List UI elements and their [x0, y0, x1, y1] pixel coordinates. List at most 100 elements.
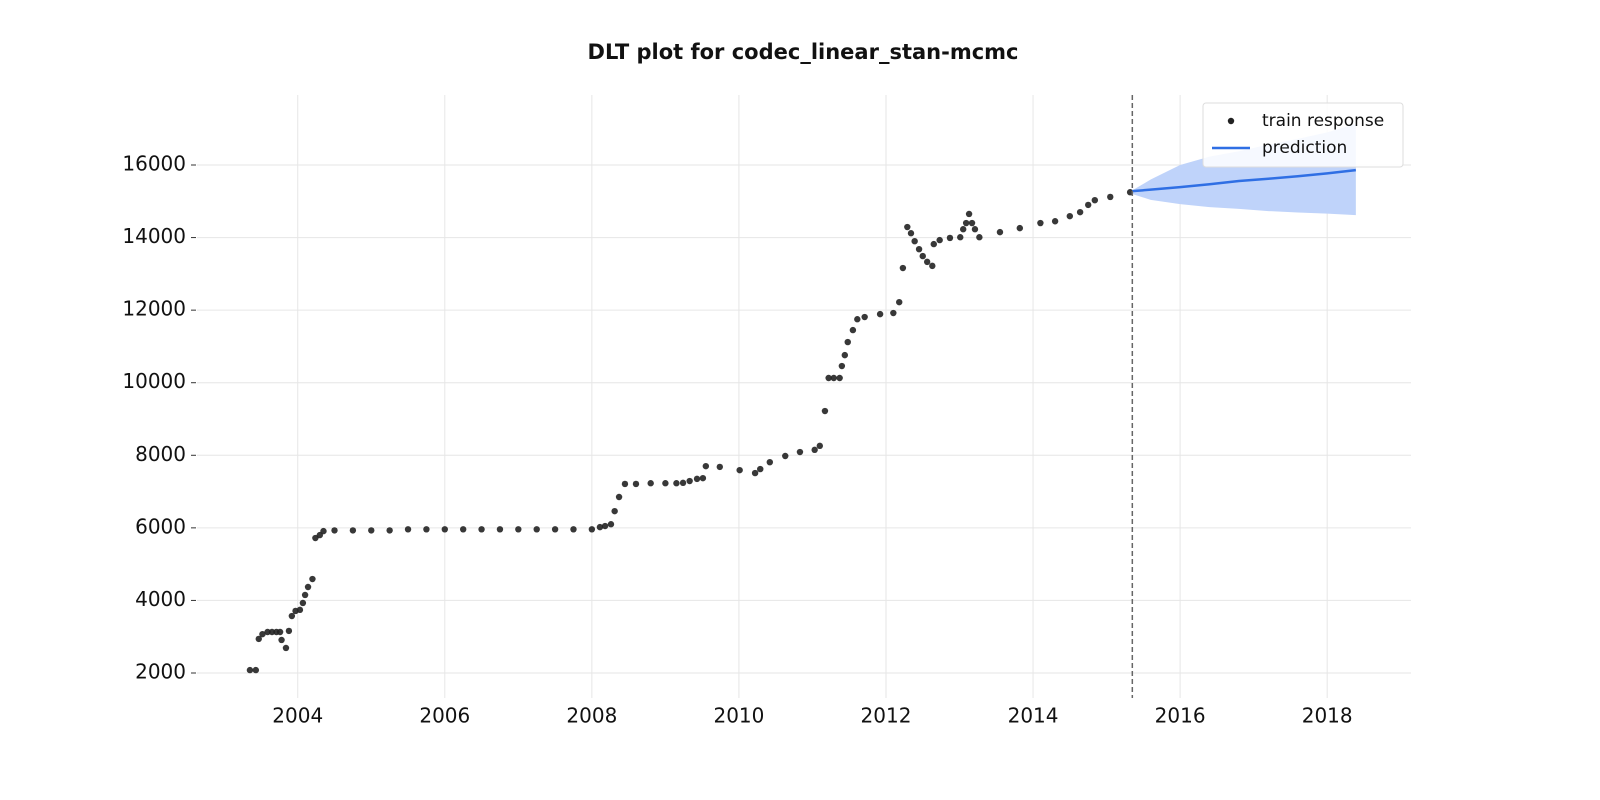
train-point — [996, 228, 1004, 236]
legend-box — [1202, 102, 1404, 168]
train-point — [830, 374, 837, 382]
train-point — [611, 507, 618, 515]
train-point — [930, 240, 937, 248]
train-point — [1084, 201, 1092, 209]
train-point — [276, 628, 284, 636]
train-point — [915, 245, 923, 253]
train-point — [246, 666, 254, 674]
train-point — [976, 234, 983, 241]
train-point — [304, 583, 312, 591]
train-point — [533, 526, 540, 533]
train-point — [751, 469, 759, 477]
train-point — [816, 442, 824, 450]
train-point — [821, 407, 829, 415]
x-tick-label: 2018 — [1302, 704, 1353, 728]
train-point — [838, 362, 846, 370]
train-point — [320, 527, 327, 535]
train-point — [959, 226, 967, 233]
train-point — [551, 526, 559, 533]
train-point — [1107, 193, 1114, 201]
train-point — [288, 612, 296, 620]
train-point — [255, 635, 262, 643]
train-point — [904, 223, 911, 231]
train-point — [496, 526, 504, 533]
train-point — [478, 526, 485, 533]
train-point — [702, 462, 710, 470]
train-point — [252, 666, 260, 674]
train-point — [699, 474, 707, 482]
train-point — [968, 219, 976, 227]
train-point — [259, 630, 266, 638]
train-point — [957, 234, 964, 241]
train-point — [278, 636, 285, 644]
train-point — [825, 374, 832, 382]
x-tick-label: 2014 — [1008, 704, 1059, 728]
y-tick-label: 2000 — [135, 659, 186, 683]
y-tick-label: 10000 — [122, 369, 186, 393]
train-point — [796, 448, 804, 456]
train-point — [929, 262, 936, 270]
y-tick-label: 8000 — [135, 442, 186, 466]
train-point — [849, 326, 857, 334]
train-point — [923, 258, 931, 266]
train-point — [1016, 224, 1024, 232]
x-tick-label: 2004 — [272, 704, 323, 728]
train-point — [1037, 219, 1044, 227]
train-point — [899, 264, 907, 272]
train-point — [890, 309, 897, 317]
train-point — [1076, 208, 1084, 216]
train-point — [404, 526, 412, 533]
train-point — [896, 298, 903, 306]
y-tick-label: 16000 — [122, 151, 186, 175]
train-point — [936, 236, 943, 244]
train-point — [673, 480, 680, 487]
train-point — [349, 527, 357, 534]
y-tick-label: 4000 — [135, 587, 186, 611]
train-point — [515, 526, 522, 533]
train-point — [971, 226, 979, 233]
train-point — [965, 210, 973, 218]
train-point — [716, 463, 724, 471]
train-point — [736, 466, 743, 474]
train-point — [441, 526, 449, 533]
train-point — [309, 575, 316, 583]
train-point — [459, 526, 467, 533]
train-point — [607, 521, 615, 528]
train-point — [268, 628, 276, 636]
train-point — [296, 606, 304, 614]
train-point — [570, 526, 577, 533]
y-tick-label: 14000 — [122, 224, 186, 248]
x-tick-label: 2012 — [861, 704, 912, 728]
train-point — [331, 527, 338, 534]
train-point — [876, 310, 884, 318]
chart-title: DLT plot for codec_linear_stan-mcmc — [588, 40, 1019, 64]
train-point — [601, 522, 609, 530]
train-point — [841, 351, 849, 359]
y-tick-label: 12000 — [122, 297, 186, 321]
legend-marker — [1227, 117, 1235, 125]
train-point — [386, 527, 393, 534]
train-point — [836, 374, 843, 382]
train-point — [844, 338, 851, 346]
train-point — [596, 523, 604, 531]
legend-label: prediction — [1262, 138, 1347, 158]
train-point — [301, 591, 309, 599]
x-tick-label: 2006 — [419, 704, 470, 728]
train-point — [679, 479, 687, 487]
train-point — [282, 644, 290, 652]
train-point — [647, 480, 654, 487]
train-point — [854, 316, 861, 323]
train-point — [1051, 218, 1059, 225]
train-point — [423, 526, 430, 533]
train-point — [368, 527, 375, 534]
train-point — [911, 237, 918, 245]
train-point — [686, 477, 693, 485]
train-point — [662, 480, 669, 487]
train-point — [1066, 212, 1074, 220]
train-point — [907, 230, 915, 237]
train-point — [632, 480, 640, 488]
train-point — [946, 234, 954, 242]
y-tick-label: 6000 — [135, 514, 186, 538]
